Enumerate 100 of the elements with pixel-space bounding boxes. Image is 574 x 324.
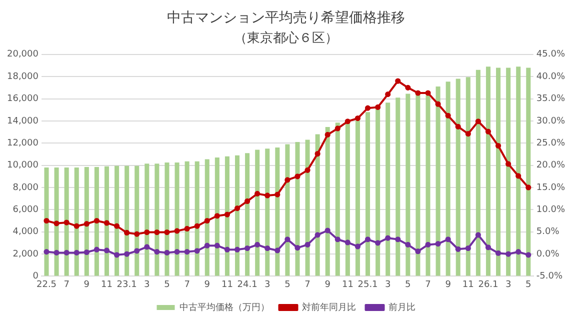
x-tick-label: 9 [445, 280, 452, 290]
bar [305, 140, 310, 276]
x-tick-label: 11 [342, 280, 354, 290]
y-tick-label: 4,000 [12, 227, 39, 238]
point [74, 250, 80, 256]
point [224, 246, 230, 252]
x-tick-label: 3 [384, 280, 391, 290]
bar [84, 166, 89, 276]
chart-title: 中古マンション平均売り希望価格推移 [167, 10, 405, 26]
bar [396, 98, 400, 276]
point [64, 220, 70, 226]
x-tick-label: 7 [425, 280, 431, 290]
bar [416, 94, 420, 276]
y2-tick-label: 10.0% [536, 205, 566, 216]
y2-tick-label: 15.0% [536, 182, 566, 193]
point [124, 251, 130, 257]
point [344, 240, 350, 246]
point [114, 223, 120, 229]
bar [426, 95, 430, 276]
y-tick-label: 20,000 [6, 50, 39, 60]
bar [204, 159, 210, 276]
bar [234, 155, 240, 276]
y-tick-label: 6,000 [12, 205, 39, 216]
bar [194, 161, 200, 276]
point [395, 78, 401, 84]
point [284, 236, 290, 242]
point [154, 249, 160, 255]
x-tick-label: 3 [505, 280, 512, 290]
point [214, 242, 220, 248]
point [164, 229, 170, 236]
bar [386, 102, 390, 276]
bar [184, 161, 190, 276]
point [465, 245, 471, 252]
y-tick-label: 8,000 [12, 182, 39, 193]
point [264, 192, 270, 198]
bar [526, 68, 531, 276]
bar [54, 168, 59, 276]
point [495, 142, 502, 149]
point [314, 150, 320, 157]
bar [506, 68, 511, 276]
point [354, 244, 361, 250]
chart-subtitle: （東京都心６区） [234, 30, 338, 46]
point [455, 124, 461, 130]
bar [74, 168, 79, 276]
y2-tick-label: 40.0% [536, 72, 566, 82]
y2-tick-label: 30.0% [536, 116, 566, 126]
point [526, 252, 532, 258]
point [54, 220, 60, 226]
point [324, 132, 330, 138]
point [485, 244, 492, 250]
point [516, 249, 522, 255]
y2-tick-label: -5.0% [536, 272, 563, 282]
point [385, 92, 391, 98]
bar [476, 70, 480, 276]
bar [366, 112, 370, 276]
bar [446, 82, 450, 276]
point [485, 128, 492, 134]
y2-tick-label: 25.0% [536, 138, 566, 148]
point [475, 118, 481, 124]
point [184, 249, 190, 255]
point [114, 252, 120, 258]
point [495, 250, 502, 256]
point [254, 242, 260, 248]
point [194, 223, 200, 229]
point [445, 236, 451, 242]
bar [94, 166, 99, 276]
legend-label: 対前年同月比 [302, 302, 356, 313]
x-tick-label: 23.1 [116, 280, 137, 290]
bar [174, 162, 180, 276]
bar [144, 164, 150, 276]
bar [285, 144, 290, 276]
point [405, 242, 411, 248]
bar [124, 166, 130, 276]
point [274, 248, 280, 254]
bar [335, 122, 340, 276]
point [244, 198, 250, 204]
point [455, 246, 461, 252]
y-tick-label: 2,000 [12, 249, 39, 260]
x-tick-label: 7 [304, 280, 310, 290]
bar [255, 150, 260, 276]
x-tick-label: 24.1 [237, 280, 258, 290]
point [445, 112, 451, 118]
x-tick-label: 26.1 [478, 280, 498, 290]
point [415, 248, 421, 254]
bar [245, 153, 250, 276]
x-tick-label: 11 [221, 280, 233, 290]
point [104, 248, 110, 254]
point [385, 235, 391, 241]
bar [406, 94, 410, 276]
y-tick-label: 18,000 [6, 72, 39, 82]
x-tick-label: 11 [462, 280, 474, 290]
bar [295, 142, 300, 276]
x-tick-label: 9 [204, 280, 210, 290]
bar [44, 168, 49, 276]
y-tick-label: 16,000 [6, 94, 39, 104]
point [144, 229, 150, 236]
point [174, 249, 180, 255]
y-tick-label: 12,000 [6, 138, 39, 148]
point [104, 220, 110, 226]
point [94, 246, 100, 252]
